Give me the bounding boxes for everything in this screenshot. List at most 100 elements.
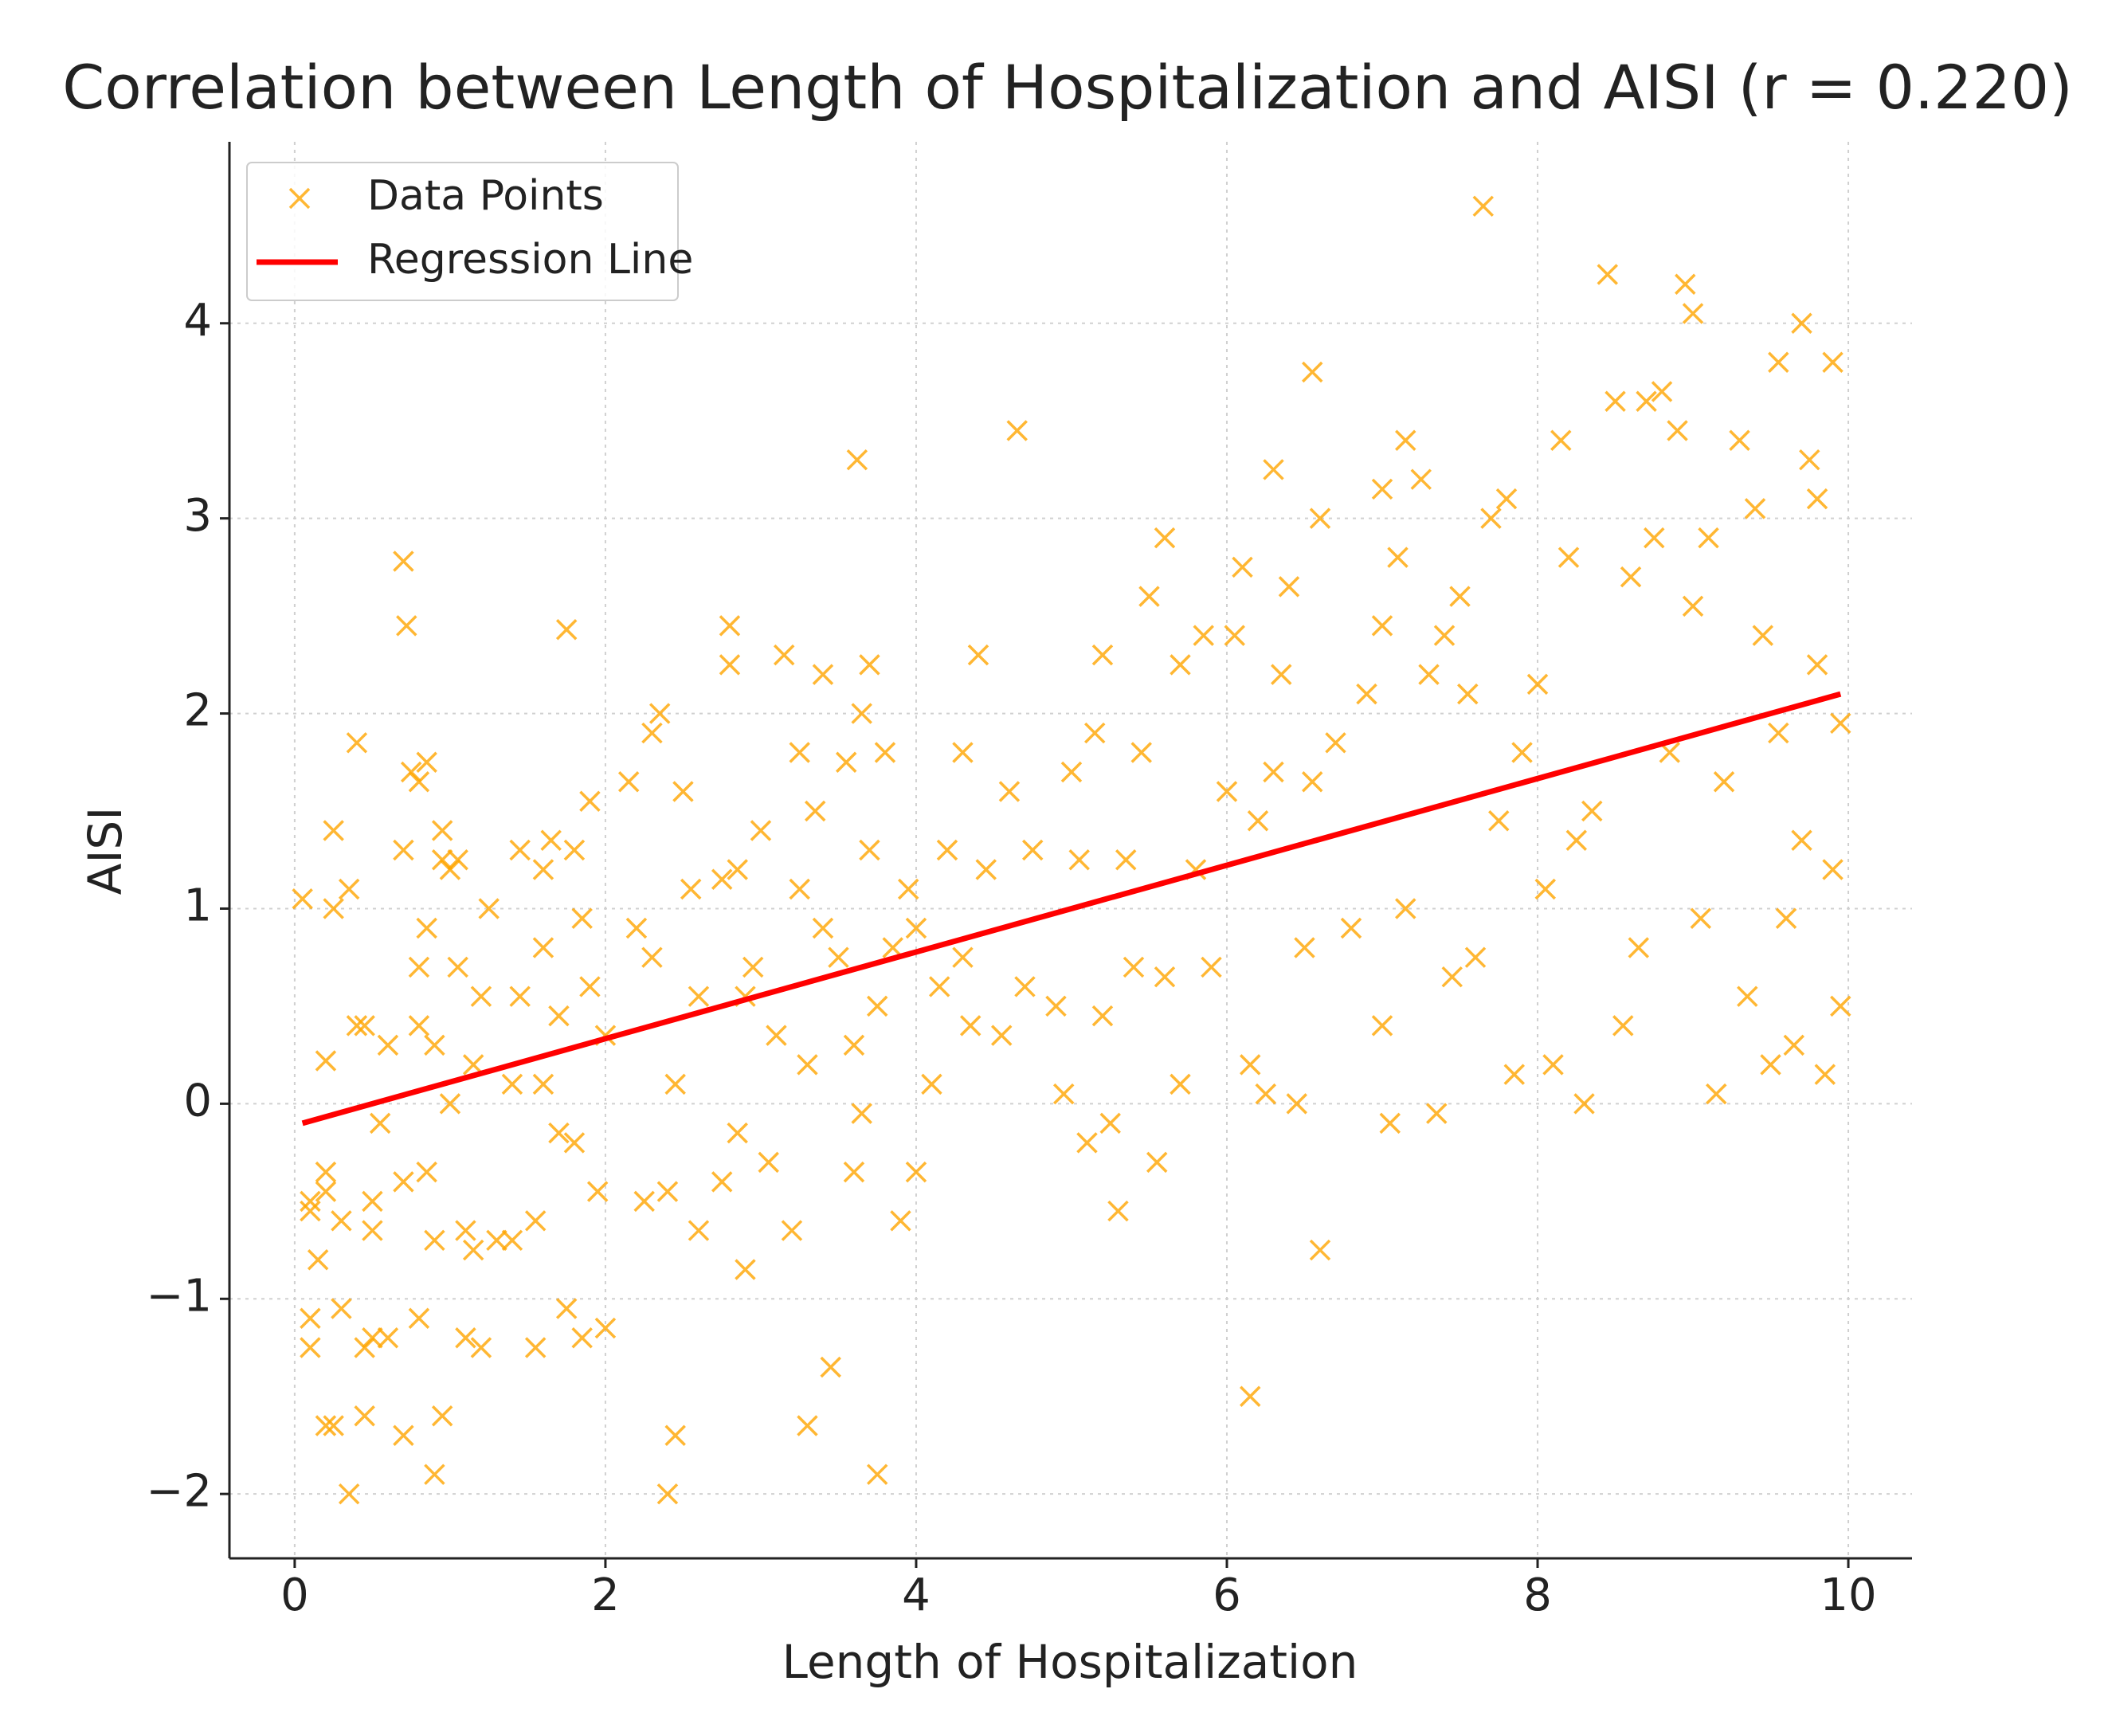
legend-label: Data Points bbox=[367, 172, 604, 220]
data-point bbox=[1170, 1073, 1191, 1095]
data-point bbox=[1340, 917, 1362, 939]
data-point bbox=[843, 1034, 865, 1056]
data-point bbox=[377, 1327, 399, 1349]
y-tick-label: 1 bbox=[183, 880, 212, 932]
data-point bbox=[1138, 586, 1160, 607]
data-point bbox=[354, 1015, 375, 1037]
data-point bbox=[1682, 595, 1704, 617]
data-point bbox=[1076, 1132, 1098, 1154]
data-point bbox=[408, 1015, 430, 1037]
data-point bbox=[851, 1103, 872, 1124]
data-point bbox=[1115, 849, 1137, 871]
data-point bbox=[377, 1034, 399, 1056]
data-point bbox=[1371, 615, 1393, 637]
data-point bbox=[1278, 576, 1300, 598]
data-point bbox=[346, 732, 368, 754]
data-point bbox=[563, 1132, 586, 1154]
data-point bbox=[789, 878, 810, 900]
data-point bbox=[1806, 488, 1828, 510]
data-point bbox=[727, 1122, 748, 1144]
data-point bbox=[532, 937, 554, 958]
data-point bbox=[846, 449, 868, 471]
data-point bbox=[424, 1034, 445, 1056]
chart-title: Correlation between Length of Hospitaliz… bbox=[62, 52, 2073, 123]
data-point bbox=[1263, 761, 1284, 783]
data-point bbox=[1091, 1005, 1114, 1027]
data-point bbox=[1395, 898, 1416, 919]
data-point bbox=[571, 1327, 593, 1349]
data-point bbox=[680, 878, 702, 900]
data-point bbox=[952, 742, 974, 763]
data-point bbox=[750, 820, 772, 841]
data-point bbox=[1356, 683, 1377, 705]
data-point bbox=[952, 946, 974, 968]
data-point bbox=[1706, 1083, 1727, 1105]
data-point bbox=[346, 1015, 368, 1037]
data-point bbox=[641, 722, 663, 744]
data-point bbox=[851, 703, 872, 724]
data-point bbox=[396, 615, 417, 637]
data-point bbox=[1573, 1093, 1595, 1115]
data-point bbox=[315, 1161, 337, 1183]
data-point bbox=[532, 1073, 554, 1095]
data-point bbox=[509, 839, 531, 861]
data-point bbox=[1644, 527, 1665, 549]
data-point bbox=[1682, 303, 1704, 324]
data-point bbox=[1799, 449, 1820, 471]
data-point bbox=[711, 1171, 733, 1193]
data-point bbox=[1247, 810, 1269, 832]
data-point bbox=[455, 1220, 476, 1241]
data-point bbox=[579, 976, 601, 997]
data-point bbox=[1302, 771, 1323, 793]
data-point bbox=[804, 800, 826, 822]
data-point bbox=[501, 1229, 523, 1252]
data-point bbox=[897, 878, 919, 900]
data-point bbox=[812, 917, 834, 939]
data-point bbox=[470, 986, 492, 1007]
data-point bbox=[462, 1239, 484, 1261]
data-point bbox=[447, 956, 468, 978]
data-point bbox=[1605, 390, 1626, 412]
data-point bbox=[1806, 654, 1828, 676]
data-point bbox=[1542, 1054, 1564, 1076]
data-point bbox=[797, 1054, 818, 1076]
data-point bbox=[1441, 966, 1463, 988]
data-point bbox=[1107, 1200, 1129, 1222]
x-tick-label: 2 bbox=[591, 1569, 620, 1621]
data-point bbox=[431, 820, 453, 841]
data-point bbox=[1752, 625, 1774, 646]
data-point bbox=[1224, 625, 1245, 646]
data-point bbox=[1371, 1015, 1393, 1037]
data-point bbox=[1091, 644, 1114, 666]
data-point bbox=[300, 1190, 321, 1213]
data-point bbox=[664, 1073, 686, 1095]
data-point bbox=[307, 1249, 329, 1271]
data-point bbox=[758, 1151, 779, 1174]
data-point bbox=[548, 1122, 570, 1144]
data-point bbox=[1729, 429, 1750, 451]
data-point bbox=[1744, 498, 1766, 519]
data-point bbox=[369, 1112, 391, 1134]
data-point bbox=[1433, 625, 1456, 646]
data-point bbox=[1154, 527, 1176, 549]
data-point bbox=[323, 1415, 344, 1436]
data-point bbox=[416, 1161, 437, 1183]
data-point bbox=[1130, 742, 1152, 763]
data-point bbox=[656, 1483, 679, 1505]
data-point bbox=[1472, 195, 1494, 217]
data-point bbox=[1737, 986, 1758, 1007]
data-point bbox=[362, 1190, 383, 1213]
data-point bbox=[1636, 390, 1657, 412]
data-point bbox=[1557, 547, 1580, 568]
data-point bbox=[1495, 488, 1518, 510]
data-point bbox=[1768, 351, 1789, 373]
data-point bbox=[540, 829, 562, 851]
data-point bbox=[478, 898, 500, 919]
data-point bbox=[905, 1161, 927, 1183]
data-point bbox=[742, 956, 764, 978]
data-point bbox=[967, 644, 989, 666]
data-point bbox=[1309, 1239, 1331, 1261]
data-point bbox=[1597, 264, 1619, 285]
